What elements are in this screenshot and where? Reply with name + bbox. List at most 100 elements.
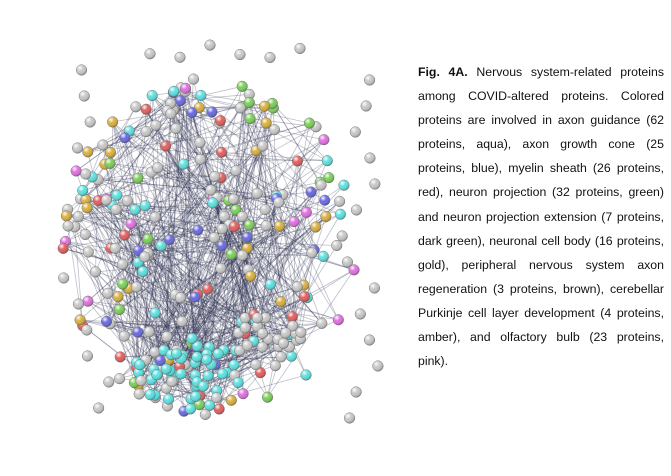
node-shine: [70, 165, 82, 177]
edge: [110, 121, 114, 249]
edge: [160, 91, 186, 370]
node-shine: [286, 350, 297, 362]
node-shine: [245, 270, 256, 282]
node-shine: [90, 266, 101, 278]
edge: [235, 106, 244, 171]
edge: [247, 221, 295, 249]
edge: [246, 237, 282, 302]
node-shine: [226, 395, 237, 406]
edge: [228, 191, 312, 201]
edge: [185, 91, 236, 351]
node-shine: [228, 359, 240, 371]
node-shine: [301, 207, 312, 218]
node-shine: [204, 39, 216, 51]
edge: [180, 86, 243, 359]
node-shine: [194, 137, 206, 148]
edge: [173, 91, 212, 191]
edge: [165, 118, 251, 147]
node-shine: [164, 234, 175, 246]
node-shine: [114, 373, 125, 384]
edge: [180, 93, 250, 102]
edge: [138, 164, 184, 373]
edge: [148, 254, 198, 295]
node-shine: [104, 158, 116, 169]
node-shine: [237, 388, 249, 399]
node-shine: [171, 348, 182, 360]
edge: [235, 139, 325, 211]
edge: [124, 177, 222, 236]
edge: [168, 327, 292, 361]
edge: [137, 177, 225, 217]
node-shine: [262, 391, 273, 403]
node-shine: [155, 240, 167, 252]
edge: [168, 239, 208, 355]
edge: [119, 293, 198, 358]
edge: [200, 95, 302, 333]
node-shine: [295, 327, 307, 338]
node-shine: [151, 369, 163, 381]
edge: [97, 179, 258, 194]
edge: [197, 230, 201, 397]
edge: [247, 225, 280, 238]
edge: [85, 199, 239, 334]
node-shine: [355, 308, 366, 320]
edge: [106, 139, 325, 322]
edge: [87, 300, 141, 366]
edge: [168, 364, 256, 400]
edge: [116, 195, 257, 365]
node-shine: [166, 376, 178, 387]
node-shine: [72, 142, 83, 154]
edge: [154, 142, 201, 218]
node-shine: [215, 263, 227, 274]
edge: [185, 91, 196, 376]
node-shine: [351, 204, 362, 216]
edge: [148, 122, 220, 332]
edge: [122, 112, 193, 285]
node-shine: [304, 117, 315, 129]
edge: [107, 216, 156, 294]
node-shine: [344, 412, 355, 424]
caption-text: Nervous system-related proteins among CO…: [418, 65, 664, 369]
node-shine: [135, 375, 147, 387]
node-shine: [73, 298, 84, 310]
node-shine: [130, 101, 142, 113]
edge: [74, 226, 263, 334]
node-shine: [114, 351, 126, 363]
node-shine: [257, 140, 269, 152]
node-shine: [204, 400, 215, 411]
node-shine: [189, 291, 201, 303]
edge: [195, 269, 249, 347]
node-shine: [144, 389, 156, 401]
edge: [66, 215, 111, 324]
node-shine: [82, 246, 94, 258]
edge: [265, 160, 298, 319]
node-shine: [232, 377, 244, 388]
node-shine: [338, 179, 350, 191]
edge: [221, 151, 284, 196]
node-shine: [278, 338, 289, 349]
node-shine: [273, 197, 285, 208]
node-shine: [82, 350, 93, 362]
edge: [173, 109, 258, 194]
edge: [130, 223, 248, 249]
node-shine: [259, 100, 270, 112]
edge: [165, 145, 283, 196]
node-shine: [260, 312, 271, 324]
edge: [244, 122, 267, 328]
edge: [163, 88, 186, 351]
node-shine: [62, 220, 74, 232]
edge: [159, 245, 223, 361]
edge: [136, 176, 216, 288]
edge: [168, 346, 290, 361]
edge: [196, 245, 223, 295]
node-shine: [306, 247, 318, 259]
edge: [180, 297, 339, 321]
node-shine: [144, 48, 156, 60]
edge: [147, 238, 337, 246]
edge: [137, 225, 280, 333]
edge: [97, 176, 215, 181]
node-shine: [118, 330, 130, 342]
node-shine: [336, 230, 348, 242]
edge: [145, 113, 172, 361]
edge: [191, 269, 249, 339]
